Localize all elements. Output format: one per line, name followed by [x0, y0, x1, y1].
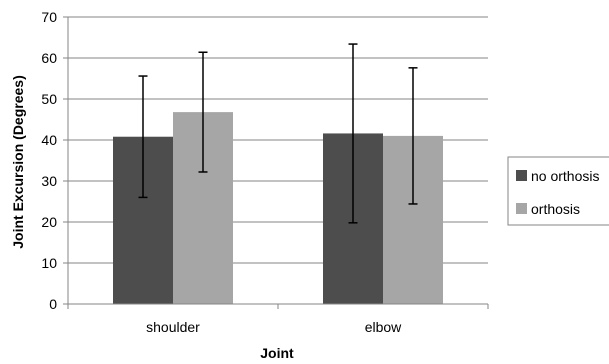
legend-swatch-no-orthosis — [516, 170, 527, 181]
error-bar — [348, 43, 358, 224]
y-tick-label: 50 — [41, 91, 57, 107]
y-tick-label: 10 — [41, 255, 57, 271]
y-axis-title: Joint Excursion (Degrees) — [10, 75, 26, 249]
error-bar — [408, 67, 418, 205]
y-tick-label: 0 — [49, 296, 57, 312]
x-tick-label: elbow — [365, 319, 402, 335]
y-axis-ticks: 0 10 20 30 40 50 60 70 — [41, 9, 68, 312]
x-tick-label: shoulder — [146, 319, 200, 335]
legend-label-orthosis: orthosis — [531, 201, 580, 217]
y-tick-label: 30 — [41, 173, 57, 189]
x-axis-title: Joint — [260, 345, 294, 361]
x-axis-ticks: shoulder elbow — [67, 304, 489, 335]
bars — [113, 112, 443, 305]
y-tick-label: 20 — [41, 214, 57, 230]
y-tick-label: 60 — [41, 50, 57, 66]
error-bar — [198, 51, 208, 173]
legend-swatch-orthosis — [516, 203, 527, 214]
legend: no orthosis orthosis — [507, 156, 609, 226]
error-bars — [138, 43, 418, 224]
legend-label-no-orthosis: no orthosis — [531, 168, 599, 184]
y-tick-label: 70 — [41, 9, 57, 25]
y-tick-label: 40 — [41, 132, 57, 148]
error-bar — [138, 75, 148, 199]
